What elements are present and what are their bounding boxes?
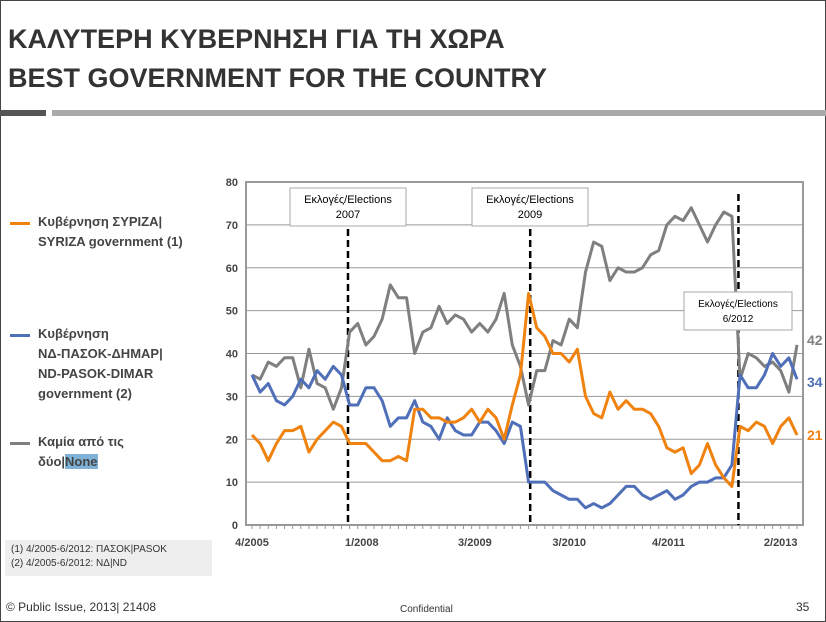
legend-text: Καμία από τις <box>38 434 124 449</box>
divider-dark <box>0 110 46 116</box>
legend-text: Κυβέρνηση <box>38 326 109 341</box>
page-title: ΚΑΛΥΤΕΡΗ ΚΥΒΕΡΝΗΣΗ ΓΙΑ ΤΗ ΧΩΡΑ BEST GOVE… <box>8 20 547 98</box>
legend-text: δύο| <box>38 454 66 469</box>
election-annotation: Εκλογές/Elections <box>698 298 778 310</box>
y-tick-label: 40 <box>226 349 238 361</box>
y-tick-label: 50 <box>226 306 238 318</box>
x-tick-label: 4/2011 <box>652 537 685 549</box>
legend-none: Καμία από τις δύο|None <box>10 432 124 472</box>
x-tick-label: 3/2010 <box>552 537 586 549</box>
election-annotation-box <box>289 187 407 227</box>
y-tick-label: 20 <box>226 434 238 446</box>
legend-swatch <box>10 222 30 225</box>
x-tick-label: 2/2013 <box>764 537 798 549</box>
series-line <box>250 291 799 488</box>
end-value-label: 34 <box>807 374 823 390</box>
election-annotation: 6/2012 <box>723 314 754 325</box>
legend-text: SYRIZA government (1) <box>38 234 183 249</box>
election-annotation: 2009 <box>518 209 542 221</box>
series-line <box>250 352 799 510</box>
footnotes: (1) 4/2005-6/2012: ΠΑΣΟΚ|PASOK (2) 4/200… <box>5 540 212 576</box>
legend-text: ND-PASOK-DIMAR <box>38 366 154 381</box>
x-tick-label: 4/2005 <box>235 537 269 549</box>
footnote: (1) 4/2005-6/2012: ΠΑΣΟΚ|PASOK <box>11 544 167 555</box>
end-value-label: 42 <box>807 332 823 348</box>
copyright: © Public Issue, 2013| 21408 <box>6 600 157 614</box>
end-value-label: 21 <box>807 427 823 443</box>
confidential-label: Confidential <box>400 604 453 615</box>
divider-light <box>52 110 826 116</box>
legend-syriza: Κυβέρνηση ΣΥΡΙΖΑ| SYRIZA government (1) <box>10 212 183 252</box>
y-tick-label: 30 <box>226 391 238 403</box>
election-annotation-box <box>683 291 793 331</box>
legend-swatch <box>10 334 30 337</box>
legend-text: ΝΔ-ΠΑΣΟΚ-ΔΗΜΑΡ| <box>38 346 163 361</box>
y-tick-label: 0 <box>232 520 238 532</box>
footnote: (2) 4/2005-6/2012: ΝΔ|ND <box>11 558 128 569</box>
legend-text: government (2) <box>38 386 132 401</box>
y-tick-label: 10 <box>226 477 238 489</box>
title-english: BEST GOVERNMENT FOR THE COUNTRY <box>8 63 548 93</box>
page-number: 35 <box>796 600 810 614</box>
y-tick-label: 60 <box>226 263 238 275</box>
y-tick-label: 80 <box>226 177 238 189</box>
x-tick-label: 3/2009 <box>458 537 492 549</box>
x-tick-label: 1/2008 <box>345 537 379 549</box>
legend-nd-pasok-dimar: Κυβέρνηση ΝΔ-ΠΑΣΟΚ-ΔΗΜΑΡ| ND-PASOK-DIMAR… <box>10 324 163 404</box>
legend-text: Κυβέρνηση ΣΥΡΙΖΑ| <box>38 214 163 229</box>
election-annotation-box <box>471 187 589 227</box>
election-annotation: Εκλογές/Elections <box>304 194 392 206</box>
legend-text-highlight: None <box>65 454 98 469</box>
y-tick-label: 70 <box>226 220 238 232</box>
legend-swatch <box>10 442 30 445</box>
election-annotation: Εκλογές/Elections <box>486 194 574 206</box>
election-annotation: 2007 <box>336 209 360 221</box>
title-greek: ΚΑΛΥΤΕΡΗ ΚΥΒΕΡΝΗΣΗ ΓΙΑ ΤΗ ΧΩΡΑ <box>8 24 505 54</box>
